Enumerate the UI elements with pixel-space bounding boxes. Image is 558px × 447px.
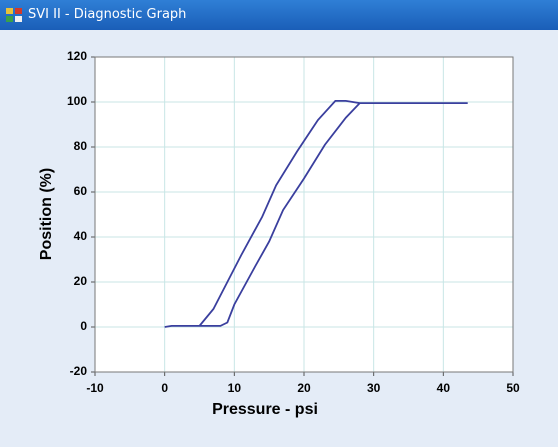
title-bar: SVI II - Diagnostic Graph	[0, 0, 558, 30]
x-tick-label: 20	[297, 381, 311, 395]
y-tick-label: 120	[67, 49, 87, 63]
y-tick-label: 0	[80, 319, 87, 333]
app-icon	[6, 8, 22, 22]
x-tick-label: 10	[228, 381, 242, 395]
window-title: SVI II - Diagnostic Graph	[28, 7, 187, 22]
y-tick-label: 60	[74, 184, 88, 198]
x-tick-label: 30	[367, 381, 381, 395]
y-axis-label: Position (%)	[38, 168, 55, 260]
y-tick-label: 80	[74, 139, 88, 153]
x-tick-label: 40	[437, 381, 451, 395]
data-line	[164, 99, 468, 328]
y-tick-label: 100	[67, 94, 87, 108]
y-tick-label: -20	[70, 364, 88, 378]
x-tick-label: 0	[161, 381, 168, 395]
x-tick-label: -10	[86, 381, 104, 395]
y-tick-label: 20	[74, 274, 88, 288]
x-tick-label: 50	[506, 381, 520, 395]
plot-border	[94, 56, 514, 373]
x-axis-label: Pressure - psi	[212, 401, 318, 418]
y-tick-label: 40	[74, 229, 88, 243]
